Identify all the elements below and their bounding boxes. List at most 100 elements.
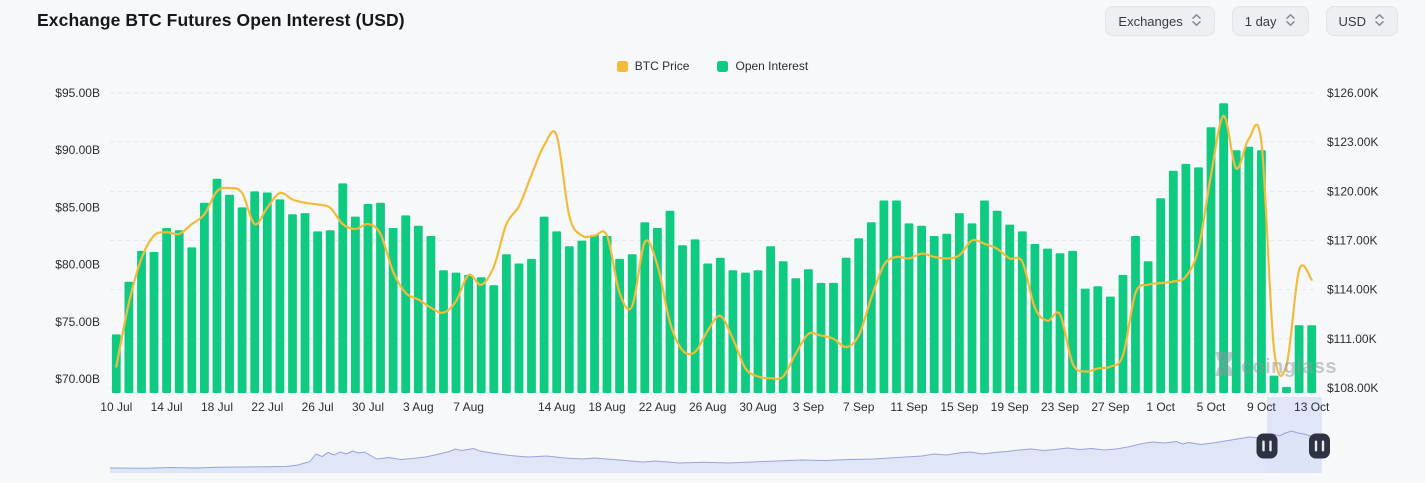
oi-bar bbox=[715, 257, 725, 393]
oi-bar bbox=[313, 231, 322, 393]
y-axis-label-right: $108.00K bbox=[1327, 381, 1378, 395]
oi-bar bbox=[879, 200, 889, 393]
oi-bar bbox=[514, 263, 524, 393]
oi-bar bbox=[1219, 103, 1228, 394]
oi-bar bbox=[1030, 244, 1040, 393]
oi-bar bbox=[502, 254, 511, 393]
oi-bar bbox=[1282, 387, 1291, 393]
oi-bar bbox=[678, 245, 687, 393]
navigator-handle-left-grip-icon bbox=[1269, 440, 1272, 452]
y-axis-label-left: $80.00B bbox=[55, 258, 100, 272]
oi-bar bbox=[351, 216, 360, 393]
legend-item-open-interest[interactable]: Open Interest bbox=[717, 59, 808, 73]
oi-bar bbox=[187, 247, 197, 393]
y-axis-label-right: $114.00K bbox=[1327, 283, 1378, 297]
oi-bar bbox=[1257, 150, 1266, 393]
y-axis-label-right: $117.00K bbox=[1327, 234, 1378, 248]
oi-bar bbox=[1080, 288, 1090, 393]
x-axis-label: 3 Sep bbox=[793, 400, 825, 414]
oi-bar bbox=[816, 282, 826, 393]
oi-bar bbox=[338, 183, 348, 393]
oi-bar bbox=[690, 239, 700, 393]
oi-bar bbox=[741, 272, 750, 393]
select-interval[interactable]: 1 day bbox=[1231, 6, 1309, 36]
x-axis-label: 27 Sep bbox=[1091, 400, 1129, 414]
oi-bar bbox=[388, 228, 398, 393]
page-title: Exchange BTC Futures Open Interest (USD) bbox=[37, 10, 405, 30]
oi-bar bbox=[1118, 274, 1128, 393]
oi-bar bbox=[137, 250, 146, 393]
oi-bar bbox=[1231, 150, 1241, 393]
oi-bar bbox=[413, 225, 423, 393]
oi-bar bbox=[464, 274, 473, 393]
chevron-updown-icon bbox=[1374, 13, 1385, 30]
oi-bar bbox=[778, 261, 788, 393]
x-axis-label: 22 Aug bbox=[639, 400, 676, 414]
chevron-updown-icon bbox=[1285, 13, 1296, 30]
y-axis-label-left: $90.00B bbox=[55, 143, 100, 157]
select-exchanges-label: Exchanges bbox=[1118, 13, 1183, 29]
oi-bar bbox=[262, 192, 272, 393]
oi-bar bbox=[1017, 231, 1027, 393]
oi-bar bbox=[1131, 236, 1140, 393]
x-axis-label: 18 Jul bbox=[201, 400, 233, 414]
oi-bar bbox=[200, 202, 209, 393]
oi-bar bbox=[1181, 163, 1191, 393]
x-axis-label: 30 Aug bbox=[739, 400, 776, 414]
oi-bar bbox=[1055, 253, 1065, 393]
oi-bar bbox=[539, 216, 549, 393]
oi-bar bbox=[162, 228, 171, 393]
x-axis-label: 26 Jul bbox=[302, 400, 334, 414]
oi-bar bbox=[892, 200, 901, 393]
y-axis-label-right: $111.00K bbox=[1327, 332, 1377, 346]
x-axis-label: 7 Sep bbox=[843, 400, 875, 414]
oi-bar bbox=[967, 223, 977, 393]
oi-bar bbox=[577, 240, 587, 393]
chevron-updown-icon bbox=[1191, 13, 1202, 30]
oi-bar bbox=[590, 234, 599, 393]
oi-bar bbox=[212, 178, 222, 393]
y-axis-label-left: $75.00B bbox=[55, 315, 100, 329]
x-axis-label: 23 Sep bbox=[1041, 400, 1079, 414]
oi-bar bbox=[489, 285, 499, 393]
y-axis-label-right: $123.00K bbox=[1327, 135, 1378, 149]
oi-bar bbox=[602, 236, 612, 393]
oi-bar bbox=[1156, 198, 1166, 393]
oi-bar bbox=[1294, 325, 1304, 393]
oi-bar bbox=[917, 225, 926, 393]
x-axis-label: 26 Aug bbox=[689, 400, 726, 414]
oi-bar bbox=[665, 210, 675, 393]
btc-price-line bbox=[115, 114, 1313, 380]
x-axis-label: 14 Jul bbox=[151, 400, 183, 414]
select-currency[interactable]: USD bbox=[1325, 6, 1398, 36]
oi-bar bbox=[640, 222, 650, 393]
oi-bar bbox=[225, 194, 234, 393]
select-currency-label: USD bbox=[1338, 13, 1366, 29]
oi-bar bbox=[804, 269, 813, 393]
x-axis-label: 15 Sep bbox=[940, 400, 978, 414]
x-axis-label: 13 Oct bbox=[1294, 400, 1330, 414]
oi-bar bbox=[929, 236, 939, 393]
legend-item-btc-price[interactable]: BTC Price bbox=[616, 59, 689, 73]
x-axis-label: 1 Oct bbox=[1146, 400, 1175, 414]
navigator-handle-right-grip-icon bbox=[1314, 440, 1318, 452]
x-axis-label: 3 Aug bbox=[403, 400, 434, 414]
oi-bar bbox=[1269, 375, 1279, 393]
y-axis-label-left: $95.00B bbox=[55, 86, 100, 100]
select-exchanges[interactable]: Exchanges bbox=[1105, 6, 1215, 36]
oi-bar bbox=[841, 257, 851, 393]
chart-legend: BTC Price Open Interest bbox=[0, 59, 1425, 73]
oi-bar bbox=[1106, 296, 1115, 393]
oi-bar bbox=[753, 270, 763, 393]
navigator-handle-left[interactable] bbox=[1256, 433, 1278, 459]
oi-bar bbox=[627, 254, 637, 393]
x-axis-label: 14 Aug bbox=[538, 400, 575, 414]
navigator-handle-right[interactable] bbox=[1309, 433, 1330, 459]
oi-bar bbox=[1005, 224, 1015, 393]
y-axis-label-right: $126.00K bbox=[1327, 86, 1378, 100]
oi-bar bbox=[766, 246, 775, 393]
oi-bar bbox=[854, 238, 864, 393]
oi-bar bbox=[703, 263, 713, 393]
